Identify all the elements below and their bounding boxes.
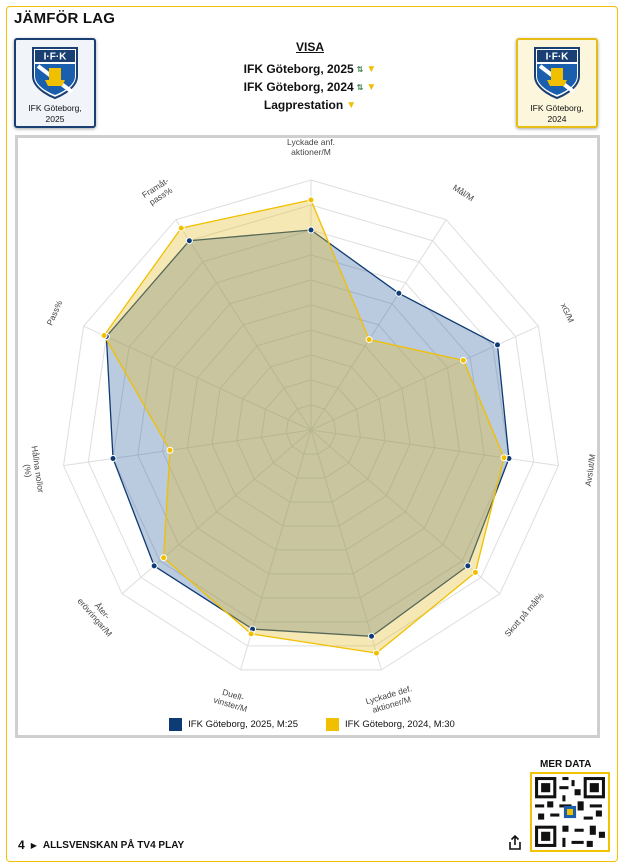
- visa-row-team-2025[interactable]: IFK Göteborg, 2025 ⇅ ▼: [180, 62, 440, 76]
- play-arrow-icon: ▶: [30, 840, 37, 850]
- visa-row-label: IFK Göteborg, 2025: [243, 62, 354, 76]
- legend-swatch: [326, 718, 339, 731]
- page-title: JÄMFÖR LAG: [14, 10, 116, 27]
- sort-icon[interactable]: ⇅: [356, 64, 364, 74]
- tv4-logo: 4: [18, 838, 25, 852]
- visa-row-label: IFK Göteborg, 2024: [243, 80, 354, 94]
- team-crest-icon: I·F·K: [32, 47, 78, 100]
- legend-item-2025: IFK Göteborg, 2025, M:25: [169, 718, 298, 731]
- legend-label: IFK Göteborg, 2025, M:25: [188, 719, 298, 730]
- dropdown-icon[interactable]: ▼: [366, 81, 377, 93]
- legend-label: IFK Göteborg, 2024, M:30: [345, 719, 455, 730]
- radar-chart-frame: [15, 135, 600, 738]
- dropdown-icon[interactable]: ▼: [366, 63, 377, 75]
- team-card-right[interactable]: I·F·K IFK Göteborg, 2024: [516, 38, 598, 128]
- visa-row-team-2024[interactable]: IFK Göteborg, 2024 ⇅ ▼: [180, 80, 440, 94]
- team-crest-icon: I·F·K: [534, 47, 580, 100]
- team-label-left: IFK Göteborg, 2025: [28, 103, 82, 124]
- more-data-heading: MER DATA: [540, 759, 592, 770]
- legend-swatch: [169, 718, 183, 731]
- team-label-right: IFK Göteborg, 2024: [530, 103, 584, 124]
- qr-code[interactable]: [530, 772, 610, 852]
- svg-text:I·F·K: I·F·K: [546, 52, 570, 63]
- svg-text:I·F·K: I·F·K: [44, 52, 68, 63]
- share-icon[interactable]: [508, 835, 522, 851]
- sort-icon[interactable]: ⇅: [356, 82, 364, 92]
- footer-link[interactable]: 4 ▶ ALLSVENSKAN PÅ TV4 PLAY: [18, 838, 184, 852]
- qr-code-icon: [532, 774, 608, 850]
- visa-heading: VISA: [295, 40, 324, 54]
- visa-row-label: Lagprestation: [263, 98, 344, 112]
- chart-legend: IFK Göteborg, 2025, M:25 IFK Göteborg, 2…: [0, 718, 624, 731]
- legend-item-2024: IFK Göteborg, 2024, M:30: [326, 718, 455, 731]
- team-card-left[interactable]: I·F·K IFK Göteborg, 2025: [14, 38, 96, 128]
- visa-row-metric[interactable]: Lagprestation ▼: [180, 98, 440, 112]
- dropdown-icon[interactable]: ▼: [346, 99, 357, 111]
- footer-label: ALLSVENSKAN PÅ TV4 PLAY: [42, 839, 185, 851]
